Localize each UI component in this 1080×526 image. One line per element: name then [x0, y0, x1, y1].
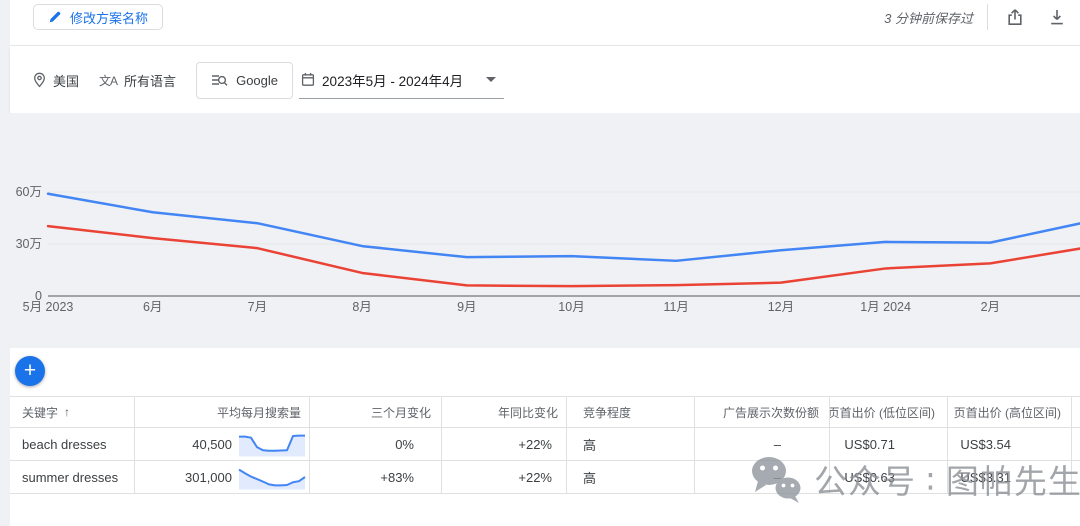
- calendar-icon: [301, 72, 315, 87]
- header-spacer: [1072, 397, 1080, 427]
- header-top-bid-high[interactable]: 页首出价 (高位区间): [948, 397, 1072, 427]
- competition-cell: 高: [567, 461, 695, 493]
- download-icon[interactable]: [1046, 6, 1068, 28]
- header-three-month-change[interactable]: 三个月变化: [310, 397, 442, 427]
- filter-bar: 美国 文A 所有语言 Google 2023年5月 - 2024年4月: [10, 47, 1080, 113]
- top-bid-low-cell: US$0.63: [830, 461, 948, 493]
- x-axis-tick-label: 8月: [352, 300, 372, 314]
- y-axis-tick-label: 0: [35, 289, 42, 303]
- keywords-table-card: + 关键字 ↑ 平均每月搜索量 三个月变化 年同比变化 竞争程度 广告展示次数份…: [10, 348, 1080, 526]
- translate-icon: 文A: [99, 73, 118, 88]
- x-axis-tick-label: 10月: [558, 300, 585, 314]
- x-axis-tick-label: 1月 2024: [860, 300, 911, 314]
- keyword-cell: summer dresses: [10, 461, 135, 493]
- language-filter-label: 所有语言: [124, 73, 177, 89]
- avg-searches-cell: 301,000: [135, 461, 310, 493]
- keyword-cell: beach dresses: [10, 428, 135, 460]
- x-axis-tick-label: 12月: [767, 300, 795, 314]
- location-pin-icon: [33, 72, 46, 88]
- top-bid-high-cell: US$3.54: [948, 428, 1072, 460]
- header-ad-impression-share[interactable]: 广告展示次数份额: [695, 397, 830, 427]
- table-header-row: 关键字 ↑ 平均每月搜索量 三个月变化 年同比变化 竞争程度 广告展示次数份额 …: [10, 397, 1080, 428]
- y-axis-tick-label: 30万: [15, 237, 42, 251]
- top-bid-high-cell: US$3.31: [948, 461, 1072, 493]
- x-axis-tick-label: 7月: [247, 300, 268, 314]
- date-range-select[interactable]: 2023年5月 - 2024年4月: [299, 62, 505, 99]
- x-axis-tick-label: 5月 2023: [22, 300, 74, 314]
- three-month-change-cell: +83%: [310, 461, 442, 493]
- y-axis-tick-label: 60万: [15, 185, 42, 199]
- avg-searches-cell: 40,500: [135, 428, 310, 460]
- location-filter[interactable]: 美国: [33, 71, 79, 90]
- saved-status: 3 分钟前保存过: [884, 10, 973, 26]
- search-volume-trend-chart: 60万 30万 0 5月 2023 6月 7月 8月 9月 10月 11月 12月 1月 2024 2月: [0, 113, 1080, 348]
- search-volume-sparkline: [238, 464, 306, 490]
- series-red-line: [46, 224, 1080, 288]
- topbar-divider: [987, 4, 988, 30]
- table-row-summer-dresses[interactable]: summer dresses 301,000 +83% +22% 高 – US$…: [10, 461, 1080, 494]
- series-blue-line: [46, 192, 1080, 263]
- table-row-beach-dresses[interactable]: beach dresses 40,500 0% +22% 高 – US$0.71…: [10, 428, 1080, 461]
- header-competition[interactable]: 竞争程度: [567, 397, 695, 427]
- header-yoy-change[interactable]: 年同比变化: [442, 397, 567, 427]
- ad-impression-share-cell: –: [695, 461, 830, 493]
- search-network-icon: [211, 73, 228, 87]
- header-top-bid-low[interactable]: 页首出价 (低位区间): [830, 397, 948, 427]
- language-filter[interactable]: 文A 所有语言: [99, 71, 176, 90]
- three-month-change-cell: 0%: [310, 428, 442, 460]
- dropdown-caret-icon: [486, 77, 497, 82]
- share-icon[interactable]: [1004, 6, 1026, 28]
- x-axis-tick-label: 9月: [457, 300, 477, 314]
- add-keyword-button[interactable]: +: [15, 355, 45, 386]
- location-filter-label: 美国: [53, 73, 80, 89]
- edit-plan-name-label: 修改方案名称: [70, 10, 149, 26]
- pencil-icon: [48, 10, 62, 24]
- competition-cell: 高: [567, 428, 695, 460]
- yoy-change-cell: +22%: [442, 428, 567, 460]
- row-spacer: [1072, 428, 1080, 460]
- ad-impression-share-cell: –: [695, 428, 830, 460]
- x-axis-tick-label: 6月: [142, 300, 163, 314]
- network-select[interactable]: Google: [196, 61, 294, 99]
- table-toolbar: +: [10, 348, 1080, 397]
- top-bid-low-cell: US$0.71: [830, 428, 948, 460]
- topbar: 修改方案名称 3 分钟前保存过: [10, 0, 1080, 46]
- edit-plan-name-button[interactable]: 修改方案名称: [33, 4, 164, 30]
- row-spacer: [1072, 461, 1080, 493]
- x-axis-tick-label: 11月: [663, 300, 689, 314]
- x-axis-tick-label: 2月: [980, 300, 1001, 314]
- header-keyword[interactable]: 关键字 ↑: [10, 397, 135, 427]
- trend-chart-canvas: [46, 191, 1080, 297]
- network-select-value: Google: [236, 72, 278, 88]
- yoy-change-cell: +22%: [442, 461, 567, 493]
- search-volume-sparkline: [238, 431, 306, 457]
- date-range-value: 2023年5月 - 2024年4月: [322, 73, 464, 89]
- header-avg-monthly-searches[interactable]: 平均每月搜索量: [135, 397, 310, 427]
- sort-ascending-icon: ↑: [64, 405, 71, 419]
